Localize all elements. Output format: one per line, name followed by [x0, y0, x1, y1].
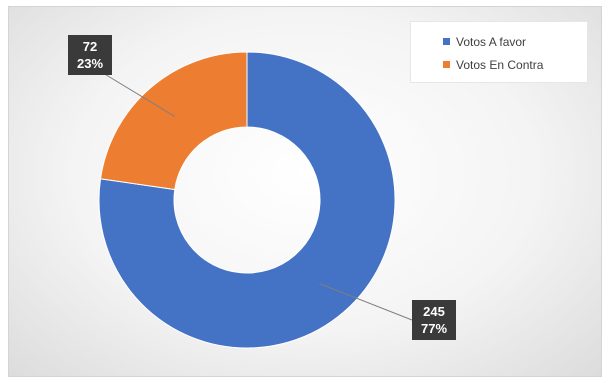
donut-slice-votos-en-contra [99, 51, 248, 191]
legend-swatch [443, 61, 450, 68]
donut-slice-votos-a-favor [98, 51, 396, 349]
legend-item-votos-en-contra: Votos En Contra [443, 53, 587, 76]
leader-line [319, 283, 413, 321]
donut-chart [98, 51, 413, 349]
data-label-value: 72 [82, 39, 98, 54]
data-label-percent: 77% [420, 321, 448, 336]
legend-swatch [443, 38, 450, 45]
legend-label: Votos A favor [456, 34, 527, 49]
leader-line [102, 72, 175, 117]
data-label-votos-en-contra: 72 23% [68, 35, 112, 75]
chart-legend: Votos A favor Votos En Contra [410, 21, 588, 83]
legend-label: Votos En Contra [456, 57, 544, 72]
legend-item-votos-a-favor: Votos A favor [443, 30, 587, 53]
data-label-percent: 23% [76, 56, 104, 71]
chart-area: 245 77% 72 23% Votos A favor Votos En Co… [8, 6, 602, 377]
data-label-votos-a-favor: 245 77% [412, 300, 456, 340]
data-label-value: 245 [423, 304, 445, 319]
